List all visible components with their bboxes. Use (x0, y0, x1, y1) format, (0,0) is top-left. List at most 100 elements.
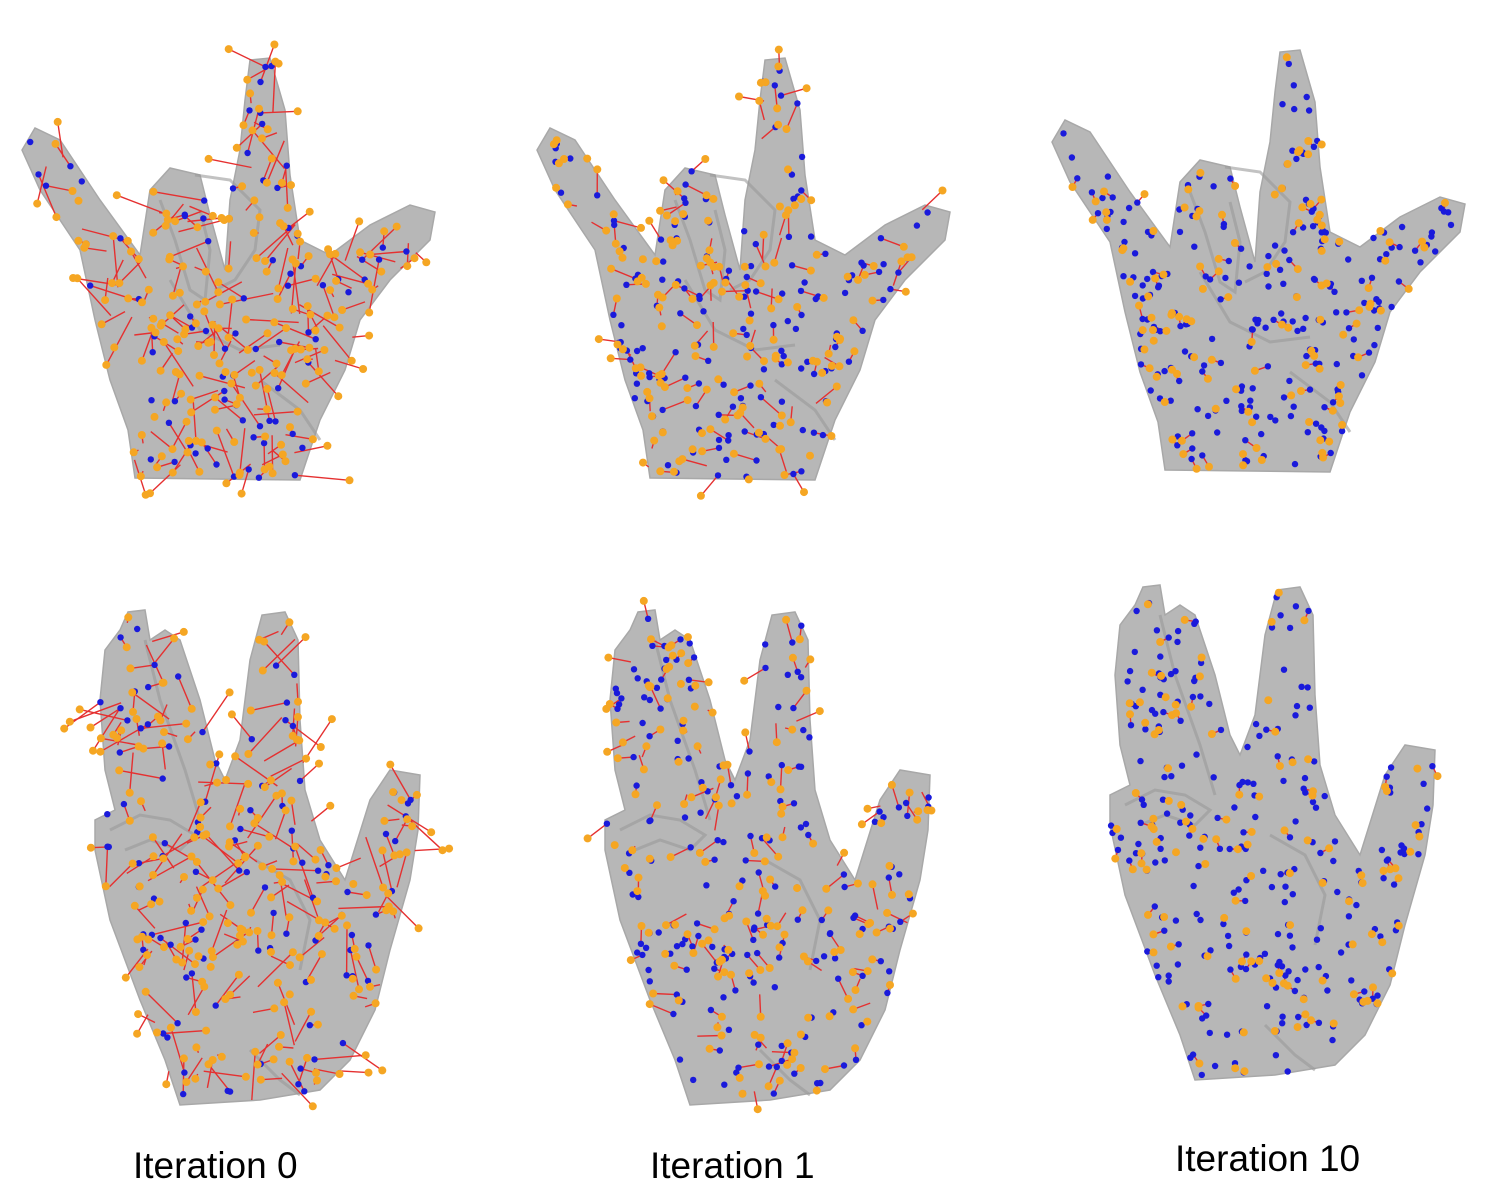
target-point (205, 238, 212, 245)
target-point (645, 966, 652, 974)
source-point (1177, 800, 1186, 809)
target-point (1383, 857, 1391, 864)
target-point (160, 1030, 167, 1037)
source-point (207, 947, 216, 956)
source-point (1147, 313, 1156, 322)
target-point (730, 898, 737, 905)
source-point (1271, 727, 1280, 736)
source-point (1257, 456, 1266, 464)
source-point (314, 931, 323, 940)
target-point (1088, 189, 1096, 196)
source-point (735, 882, 744, 891)
target-point (1204, 412, 1212, 420)
target-point (157, 934, 164, 942)
source-point (403, 262, 412, 271)
target-point (1263, 270, 1270, 277)
source-point (150, 412, 159, 421)
source-point (332, 276, 341, 285)
source-point (1238, 957, 1246, 966)
source-point (190, 833, 199, 842)
target-point (1302, 966, 1309, 973)
source-point (656, 467, 665, 476)
source-point (204, 154, 213, 163)
source-point (1196, 262, 1205, 271)
source-point (675, 457, 684, 466)
correspondence-line (247, 795, 277, 839)
source-point (721, 278, 730, 287)
source-point (696, 261, 705, 270)
source-point (806, 655, 815, 664)
target-point (1131, 250, 1139, 257)
source-point (1284, 323, 1293, 332)
source-point (637, 273, 646, 282)
source-point (355, 985, 363, 994)
target-point (1270, 316, 1277, 323)
source-point (1329, 1019, 1338, 1028)
source-point (402, 848, 411, 857)
target-point (797, 674, 805, 681)
target-point (1286, 624, 1294, 632)
source-point (380, 816, 389, 825)
source-point (296, 237, 305, 246)
target-point (784, 317, 791, 325)
target-point (245, 466, 252, 473)
correspondence-line (264, 767, 293, 788)
correspondence-line (743, 667, 766, 682)
source-point (738, 403, 747, 412)
target-point (1256, 732, 1263, 740)
correspondence-line (307, 306, 310, 333)
target-point (711, 965, 718, 972)
source-point (1355, 306, 1364, 315)
target-point (674, 737, 681, 744)
source-point (888, 890, 896, 899)
target-point (1242, 897, 1249, 905)
target-point (1216, 845, 1224, 852)
correspondence-line (182, 1058, 185, 1095)
target-point (1210, 774, 1217, 781)
target-point (312, 336, 319, 343)
source-point (182, 719, 191, 728)
source-point (1199, 834, 1208, 843)
source-point (311, 855, 320, 864)
source-point (195, 371, 204, 380)
source-point (698, 429, 706, 438)
source-point (303, 355, 312, 364)
source-point (149, 187, 158, 196)
source-point (904, 890, 913, 899)
source-point (176, 942, 185, 951)
source-point (307, 975, 315, 984)
source-point (1235, 790, 1244, 799)
target-point (314, 867, 322, 874)
source-point (68, 187, 77, 195)
target-point (1306, 704, 1313, 711)
target-point (705, 357, 712, 364)
target-point (1286, 932, 1294, 939)
source-point (135, 963, 144, 972)
source-point (253, 1060, 262, 1069)
target-point (1094, 210, 1102, 217)
source-point (1184, 185, 1193, 194)
source-point (308, 1102, 317, 1111)
target-point (289, 430, 296, 438)
target-point (124, 717, 131, 724)
target-point (145, 683, 152, 691)
source-point (1433, 772, 1442, 781)
source-point (192, 857, 201, 866)
source-point (389, 907, 398, 916)
source-point (626, 956, 635, 965)
target-point (1302, 314, 1309, 322)
source-point (683, 930, 692, 939)
correspondence-line (236, 123, 263, 149)
target-point (1177, 819, 1184, 826)
source-point (348, 974, 357, 983)
target-point (707, 1006, 715, 1014)
source-point (1268, 979, 1277, 987)
source-point (235, 393, 244, 402)
target-point (244, 149, 251, 157)
target-point (1274, 961, 1281, 969)
correspondence-line (130, 664, 155, 670)
source-point (819, 293, 828, 302)
source-point (1304, 755, 1313, 764)
source-point (277, 440, 286, 449)
target-point (1174, 442, 1181, 449)
